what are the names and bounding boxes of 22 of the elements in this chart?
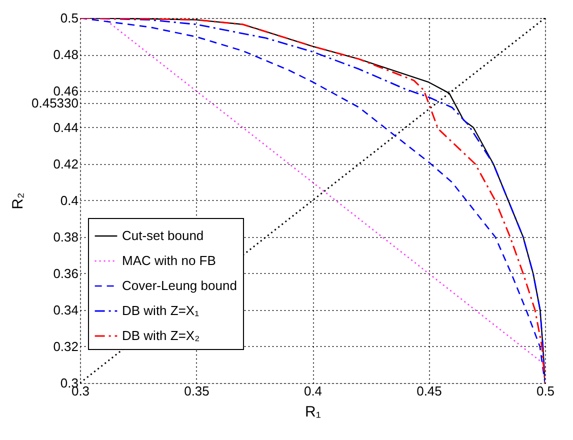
legend-label: Cut-set bound [122,228,204,243]
y-tick-label: 0.44 [53,120,78,135]
y-tick-label: 0.34 [53,302,78,318]
x-tick-label: 0.4 [304,384,322,398]
y-tick-label: 0.5 [60,10,78,26]
legend-label: MAC with no FB [122,253,216,268]
y-tick-label: 0.45330 [32,96,78,111]
y-tick-label: 0.42 [53,156,78,172]
y-axis-title: R₂ [10,192,27,210]
y-tick-label: 0.4 [60,193,78,208]
legend-label: Cover-Leung bound [122,278,237,293]
x-axis-title: R₁ [305,404,321,420]
y-tick-label: 0.36 [53,266,78,281]
x-tick-label: 0.5 [536,384,555,398]
legend-label: DB with Z=X₂ [122,328,200,343]
x-tick-label: 0.35 [184,384,210,398]
y-tick-label: 0.46 [53,84,78,98]
y-tick-label: 0.38 [53,230,78,244]
legend-label: DB with Z=X₁ [122,303,200,318]
y-tick-label: 0.32 [53,339,78,354]
y-tick-label: 0.48 [53,47,78,62]
x-tick-label: 0.45 [416,384,442,398]
